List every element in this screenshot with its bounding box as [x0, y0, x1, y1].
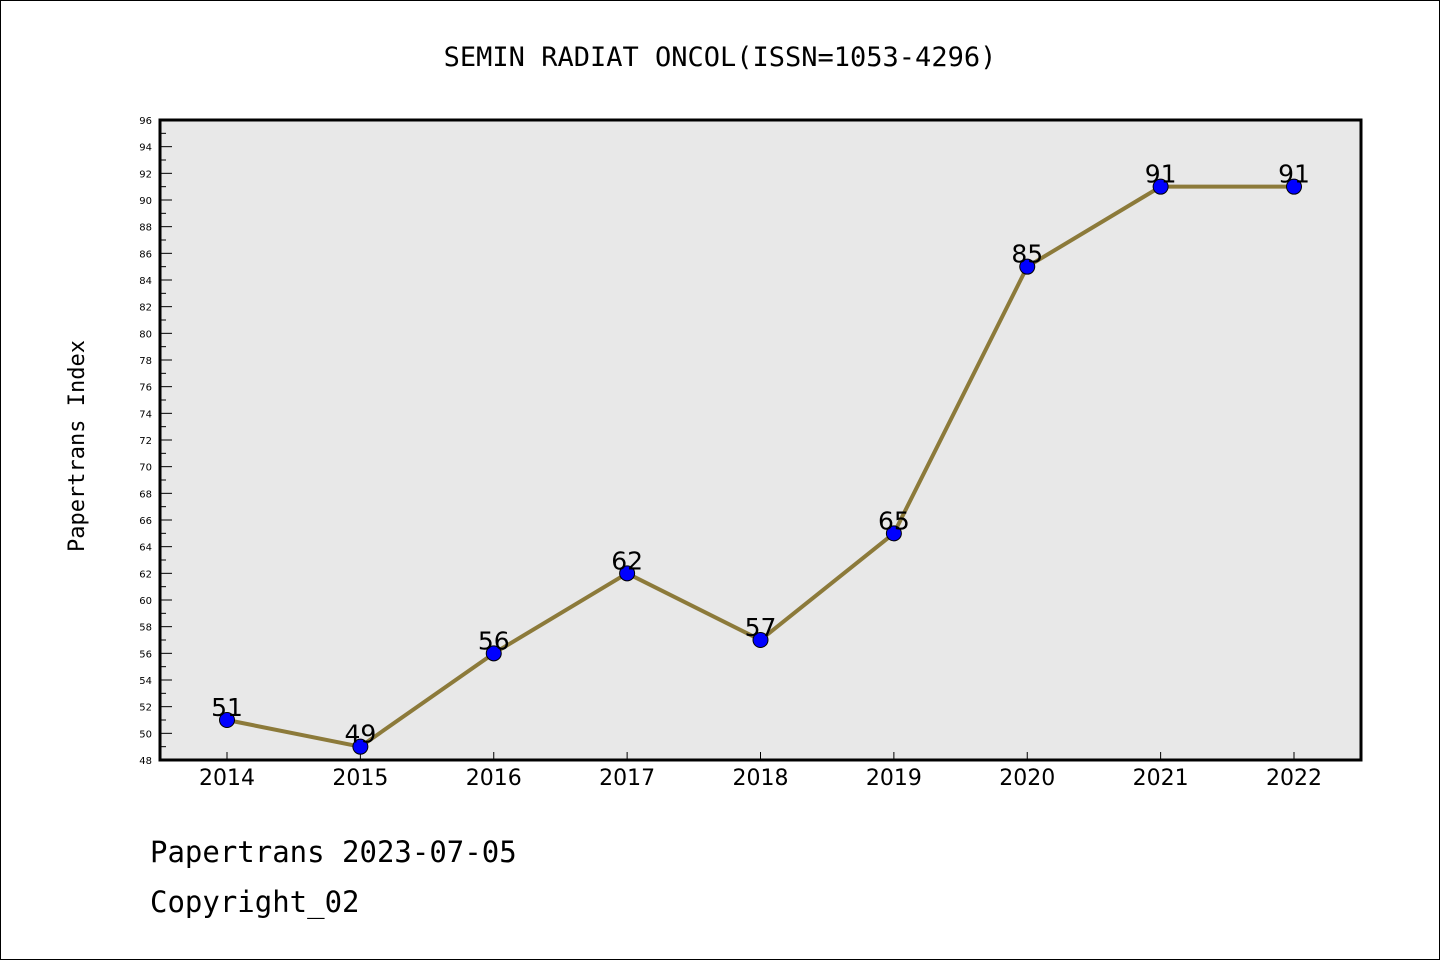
y-tick-label: 66 — [139, 516, 152, 527]
y-tick-label: 60 — [139, 596, 152, 607]
y-tick-label: 84 — [139, 276, 152, 287]
x-tick-label: 2014 — [199, 766, 255, 791]
y-tick-label: 58 — [139, 623, 152, 634]
plot-area — [160, 120, 1361, 760]
y-tick-label: 56 — [139, 649, 152, 660]
y-tick-label: 82 — [139, 303, 152, 314]
y-tick-label: 90 — [139, 196, 152, 207]
data-label: 91 — [1278, 160, 1310, 189]
data-point — [885, 525, 902, 542]
data-point — [1019, 258, 1036, 275]
data-label: 57 — [745, 613, 777, 642]
data-point — [352, 738, 369, 755]
data-label: 85 — [1011, 240, 1043, 269]
data-point — [1152, 178, 1169, 195]
data-point — [1286, 178, 1302, 195]
y-tick-label: 88 — [139, 223, 152, 234]
plot-layer: 48 50 52 54 56 58 60 62 64 66 68 70 72 74 76 78 80 82 84 86… — [65, 42, 1363, 791]
x-tick-label: 2015 — [332, 766, 388, 791]
y-tick-label: 62 — [139, 569, 152, 580]
x-tick-label: 2017 — [599, 766, 655, 791]
x-tick-label: 2016 — [466, 766, 522, 791]
y-tick-label: 74 — [139, 409, 152, 420]
data-point — [752, 632, 769, 648]
y-tick-label: 78 — [139, 356, 152, 367]
y-tick-label: 94 — [139, 143, 152, 154]
data-label: 62 — [611, 546, 643, 575]
y-tick-label: 70 — [139, 463, 152, 474]
y-tick-label: 54 — [139, 676, 152, 687]
y-tick-label: 48 — [139, 756, 152, 767]
data-point — [619, 565, 636, 582]
data-point — [219, 712, 235, 728]
y-axis-label: Papertrans Index — [65, 340, 90, 552]
x-tick-label: 2021 — [1133, 766, 1189, 791]
x-tick-label: 2022 — [1266, 766, 1322, 791]
plot-border — [158, 118, 1363, 762]
y-tick-label: 96 — [139, 116, 152, 127]
y-tick-label: 52 — [139, 703, 152, 714]
y-tick-label: 64 — [139, 543, 152, 554]
y-tick-label: 68 — [139, 489, 152, 500]
x-tick-label: 2018 — [733, 766, 789, 791]
y-tick-label: 86 — [139, 249, 152, 260]
y-tick-label: 50 — [139, 729, 152, 740]
y-tick-label: 92 — [139, 169, 152, 180]
y-tick-label: 76 — [139, 383, 152, 394]
data-label: 91 — [1145, 160, 1177, 189]
data-label: 65 — [878, 506, 910, 535]
data-label: 56 — [478, 626, 510, 655]
footer-copyright: Copyright_02 — [150, 885, 360, 919]
x-tick-label: 2020 — [999, 766, 1055, 791]
data-label: 49 — [344, 720, 376, 749]
y-tick-label: 80 — [139, 329, 152, 340]
y-tick-label: 72 — [139, 436, 152, 447]
footer-source: Papertrans 2023-07-05 — [150, 835, 517, 869]
data-point — [485, 645, 502, 662]
x-tick-label: 2019 — [866, 766, 922, 791]
data-label: 51 — [211, 693, 243, 722]
chart-title: SEMIN RADIAT ONCOL(ISSN=1053-4296) — [444, 42, 997, 73]
